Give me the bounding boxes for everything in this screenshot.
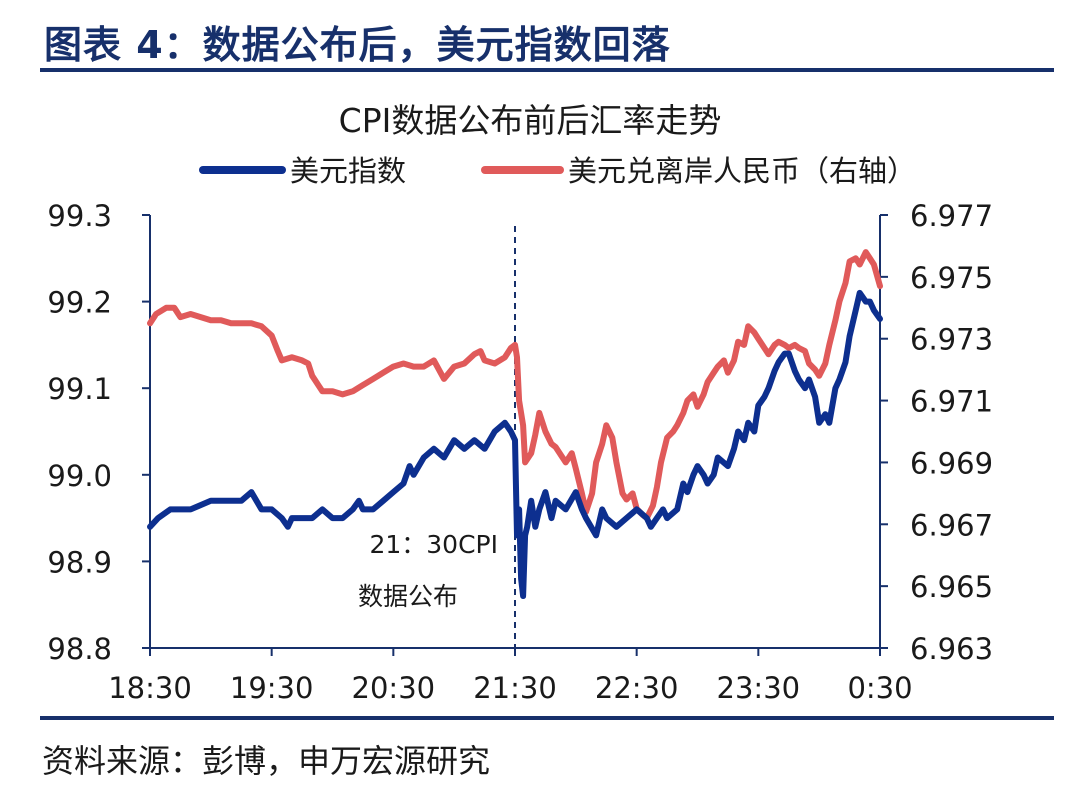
title-rule [40,68,1054,72]
x-tick-label: 22:30 [595,671,679,705]
x-tick-label: 21:30 [473,671,557,705]
y-right-tick-label: 6.969 [910,446,993,480]
y-left-tick-label: 98.9 [47,545,112,579]
y-left-tick-label: 99.2 [47,286,112,320]
source-note: 资料来源：彭博，申万宏源研究 [42,742,491,780]
series-line-usd-index [147,289,883,599]
figure-title: 图表 4：数据公布后，美元指数回落 [44,23,671,67]
event-label-line2: 数据公布 [358,582,458,611]
y-right-tick-label: 6.977 [910,199,993,233]
y-right-tick-label: 6.963 [910,632,993,666]
y-right-tick-label: 6.973 [910,323,993,357]
legend-label-usdcnh: 美元兑离岸人民币（右轴） [568,154,916,188]
x-tick-label: 23:30 [717,671,801,705]
y-left-tick-label: 98.8 [47,632,112,666]
x-tick-label: 19:30 [230,671,314,705]
x-tick-label: 0:30 [847,671,912,705]
event-label-line1: 21：30CPI [369,530,498,559]
x-tick-label: 18:30 [108,671,192,705]
y-right-tick-label: 6.967 [910,508,993,542]
y-left-tick-label: 99.3 [47,199,112,233]
chart-title: CPI数据公布前后汇率走势 [339,101,722,140]
y-left-tick-label: 99.0 [47,459,112,493]
y-right-tick-label: 6.971 [910,385,993,419]
series-line-usdcnh [147,249,883,522]
y-right-tick-label: 6.975 [910,261,993,295]
source-rule [40,716,1054,720]
y-right-tick-label: 6.965 [910,570,993,604]
x-tick-label: 20:30 [352,671,436,705]
legend-label-usd-index: 美元指数 [290,154,406,188]
y-left-tick-label: 99.1 [47,372,112,406]
